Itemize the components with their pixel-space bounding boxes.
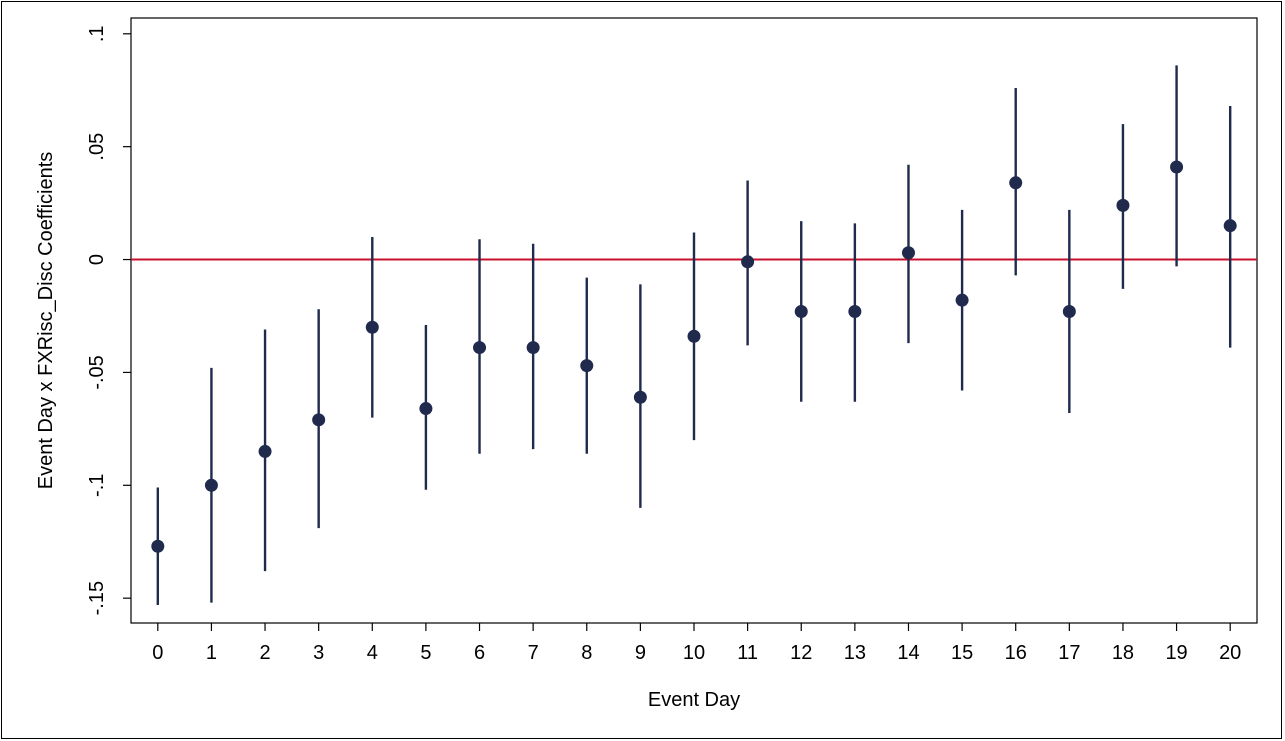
coefficient-point-6 — [473, 341, 487, 355]
x-tick-label-2: 2 — [259, 642, 270, 664]
y-axis-title: Event Day x FXRisc_Disc Coefficients — [35, 152, 57, 490]
coefficient-point-2 — [258, 444, 272, 458]
x-tick-label-14: 14 — [897, 642, 919, 664]
coefficient-point-18 — [1116, 198, 1130, 212]
coefficient-point-19 — [1170, 160, 1184, 174]
x-tick-label-4: 4 — [367, 642, 378, 664]
coefficient-point-9 — [633, 390, 647, 404]
coefficient-point-20 — [1223, 219, 1237, 233]
x-tick-label-6: 6 — [474, 642, 485, 664]
coefficient-point-8 — [580, 359, 594, 373]
coefficient-point-13 — [848, 304, 862, 318]
coefficient-point-12 — [794, 304, 808, 318]
coefficient-point-4 — [365, 320, 379, 334]
coefficient-point-11 — [741, 255, 755, 269]
x-tick-label-10: 10 — [683, 642, 705, 664]
coefficient-point-14 — [901, 246, 915, 260]
y-tick-label-4: .05 — [86, 133, 108, 161]
x-tick-label-12: 12 — [790, 642, 812, 664]
x-tick-label-17: 17 — [1058, 642, 1080, 664]
x-tick-label-9: 9 — [635, 642, 646, 664]
x-tick-label-11: 11 — [737, 642, 758, 664]
x-tick-label-3: 3 — [313, 642, 324, 664]
coefficient-point-16 — [1009, 176, 1023, 190]
x-tick-label-20: 20 — [1219, 642, 1241, 664]
y-tick-label-2: -.05 — [86, 355, 108, 389]
x-tick-label-8: 8 — [581, 642, 592, 664]
coefficient-point-10 — [687, 329, 701, 343]
coefficient-point-1 — [204, 478, 218, 492]
x-tick-label-0: 0 — [152, 642, 163, 664]
x-tick-label-1: 1 — [206, 642, 217, 664]
coefficient-point-17 — [1062, 304, 1076, 318]
coefficient-point-0 — [151, 539, 165, 553]
y-tick-label-3: 0 — [86, 254, 108, 265]
coefficient-point-5 — [419, 402, 433, 416]
x-tick-label-7: 7 — [528, 642, 539, 664]
y-tick-label-0: -.15 — [86, 581, 108, 615]
x-tick-label-15: 15 — [951, 642, 973, 664]
x-tick-label-16: 16 — [1005, 642, 1027, 664]
x-axis-title: Event Day — [648, 689, 740, 711]
coefficient-point-3 — [312, 413, 326, 427]
coefficient-point-7 — [526, 341, 540, 355]
x-tick-label-18: 18 — [1112, 642, 1134, 664]
coefficient-point-15 — [955, 293, 969, 307]
x-tick-label-5: 5 — [420, 642, 431, 664]
y-tick-label-5: .1 — [86, 25, 108, 42]
x-tick-label-19: 19 — [1165, 642, 1187, 664]
y-tick-label-1: -.1 — [86, 474, 108, 497]
x-tick-label-13: 13 — [844, 642, 866, 664]
